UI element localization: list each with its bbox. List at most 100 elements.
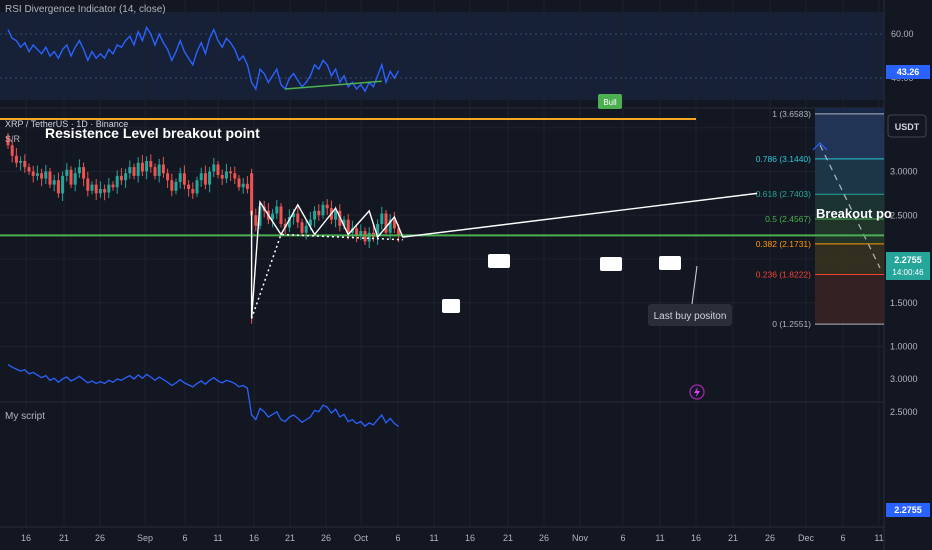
currency-button[interactable] <box>887 114 927 138</box>
candle-body[interactable] <box>392 219 396 229</box>
candle-body[interactable] <box>321 204 325 216</box>
candle-body[interactable] <box>23 161 27 168</box>
candle-body[interactable] <box>124 173 128 181</box>
candle-body[interactable] <box>191 189 195 194</box>
candle-body[interactable] <box>346 219 350 233</box>
candle-body[interactable] <box>65 169 69 176</box>
candle-body[interactable] <box>355 228 359 235</box>
pattern-zigzag[interactable] <box>250 192 758 319</box>
rsi-panel[interactable] <box>7 25 400 93</box>
candle-body[interactable] <box>376 224 380 238</box>
candle-body[interactable] <box>48 171 52 185</box>
candle-body[interactable] <box>86 178 90 191</box>
candle-body[interactable] <box>56 180 60 194</box>
candle-body[interactable] <box>103 189 107 193</box>
candle-body[interactable] <box>111 184 115 188</box>
candle-body[interactable] <box>271 213 275 220</box>
candle-body[interactable] <box>40 173 44 179</box>
candle-body[interactable] <box>161 164 165 174</box>
lightning-icon[interactable] <box>689 384 705 400</box>
symbol-title[interactable]: XRP / TetherUS · 1D · Binance <box>5 119 128 129</box>
candle-body[interactable] <box>325 204 329 209</box>
candle-body[interactable] <box>254 215 258 226</box>
candle-body[interactable] <box>397 228 401 235</box>
candle-body[interactable] <box>224 171 228 179</box>
script-line[interactable] <box>7 363 399 428</box>
candle-body[interactable] <box>178 173 182 182</box>
candle-body[interactable] <box>275 206 279 214</box>
candle-body[interactable] <box>359 231 363 235</box>
candle-body[interactable] <box>208 171 212 185</box>
candle-body[interactable] <box>107 184 111 193</box>
candle-body[interactable] <box>199 173 203 181</box>
candle-body[interactable] <box>132 167 136 176</box>
candle-body[interactable] <box>245 183 249 189</box>
candle-body[interactable] <box>296 213 300 223</box>
candle-body[interactable] <box>203 173 207 185</box>
drawings-layer[interactable] <box>0 118 884 319</box>
y-tick-label: 3.0000 <box>890 167 918 177</box>
candle-body[interactable] <box>61 175 65 194</box>
fibonacci-tool[interactable]: 1 (3.6583) 0.786 (3.1440) 0.618 (2.7403) 0.… <box>756 108 884 329</box>
candle-body[interactable] <box>52 180 56 185</box>
candle-body[interactable] <box>279 206 283 225</box>
candle-body[interactable] <box>98 189 102 194</box>
candle-body[interactable] <box>195 180 199 194</box>
candle-body[interactable] <box>44 171 48 179</box>
candle-body[interactable] <box>27 167 31 172</box>
candle-body[interactable] <box>128 167 132 174</box>
candle-body[interactable] <box>82 167 86 179</box>
candle-body[interactable] <box>77 167 81 174</box>
candle-body[interactable] <box>229 171 233 174</box>
candle-body[interactable] <box>367 232 371 242</box>
candle-body[interactable] <box>157 164 161 176</box>
candle-body[interactable] <box>10 145 14 156</box>
candle-body[interactable] <box>73 173 77 185</box>
candle-body[interactable] <box>304 225 308 233</box>
candle-body[interactable] <box>166 173 170 181</box>
candle-body[interactable] <box>145 161 149 172</box>
candle-body[interactable] <box>233 173 237 179</box>
candle-body[interactable] <box>90 184 94 191</box>
candle-body[interactable] <box>19 161 23 163</box>
candle-body[interactable] <box>334 210 338 220</box>
candle-body[interactable] <box>216 164 220 176</box>
rsi-title[interactable]: RSI Divergence Indicator (14, close) <box>5 4 166 15</box>
candle-body[interactable] <box>258 206 262 226</box>
candle-body[interactable] <box>31 171 35 176</box>
candle-body[interactable] <box>212 164 216 172</box>
candle-body[interactable] <box>182 173 186 185</box>
candle-body[interactable] <box>241 183 245 188</box>
candle-body[interactable] <box>237 178 241 188</box>
candle-body[interactable] <box>149 161 153 168</box>
candle-body[interactable] <box>313 210 317 220</box>
candle-body[interactable] <box>94 184 98 194</box>
candle-body[interactable] <box>35 173 39 176</box>
candle-body[interactable] <box>140 162 144 172</box>
candle-body[interactable] <box>170 180 174 191</box>
candle-body[interactable] <box>388 219 392 233</box>
candle-body[interactable] <box>250 173 254 216</box>
rsi-line[interactable] <box>7 25 400 93</box>
candle-body[interactable] <box>14 155 18 163</box>
candle-body[interactable] <box>119 175 123 181</box>
candle-body[interactable] <box>69 169 73 185</box>
candle-body[interactable] <box>300 222 304 233</box>
candle-body[interactable] <box>342 219 346 226</box>
candle-body[interactable] <box>6 136 10 146</box>
my-script-panel[interactable] <box>7 363 399 428</box>
candle-body[interactable] <box>317 210 321 216</box>
candle-body[interactable] <box>153 167 157 176</box>
candle-body[interactable] <box>136 162 140 176</box>
candle-body[interactable] <box>292 213 296 218</box>
candle-body[interactable] <box>115 175 119 188</box>
candle-body[interactable] <box>384 213 388 233</box>
candle-body[interactable] <box>380 213 384 225</box>
candle-body[interactable] <box>220 175 224 179</box>
candle-body[interactable] <box>187 184 191 189</box>
candle-body[interactable] <box>287 217 291 228</box>
script-title[interactable]: My script <box>5 411 45 422</box>
candle-body[interactable] <box>174 182 178 191</box>
candle-body[interactable] <box>308 219 312 226</box>
